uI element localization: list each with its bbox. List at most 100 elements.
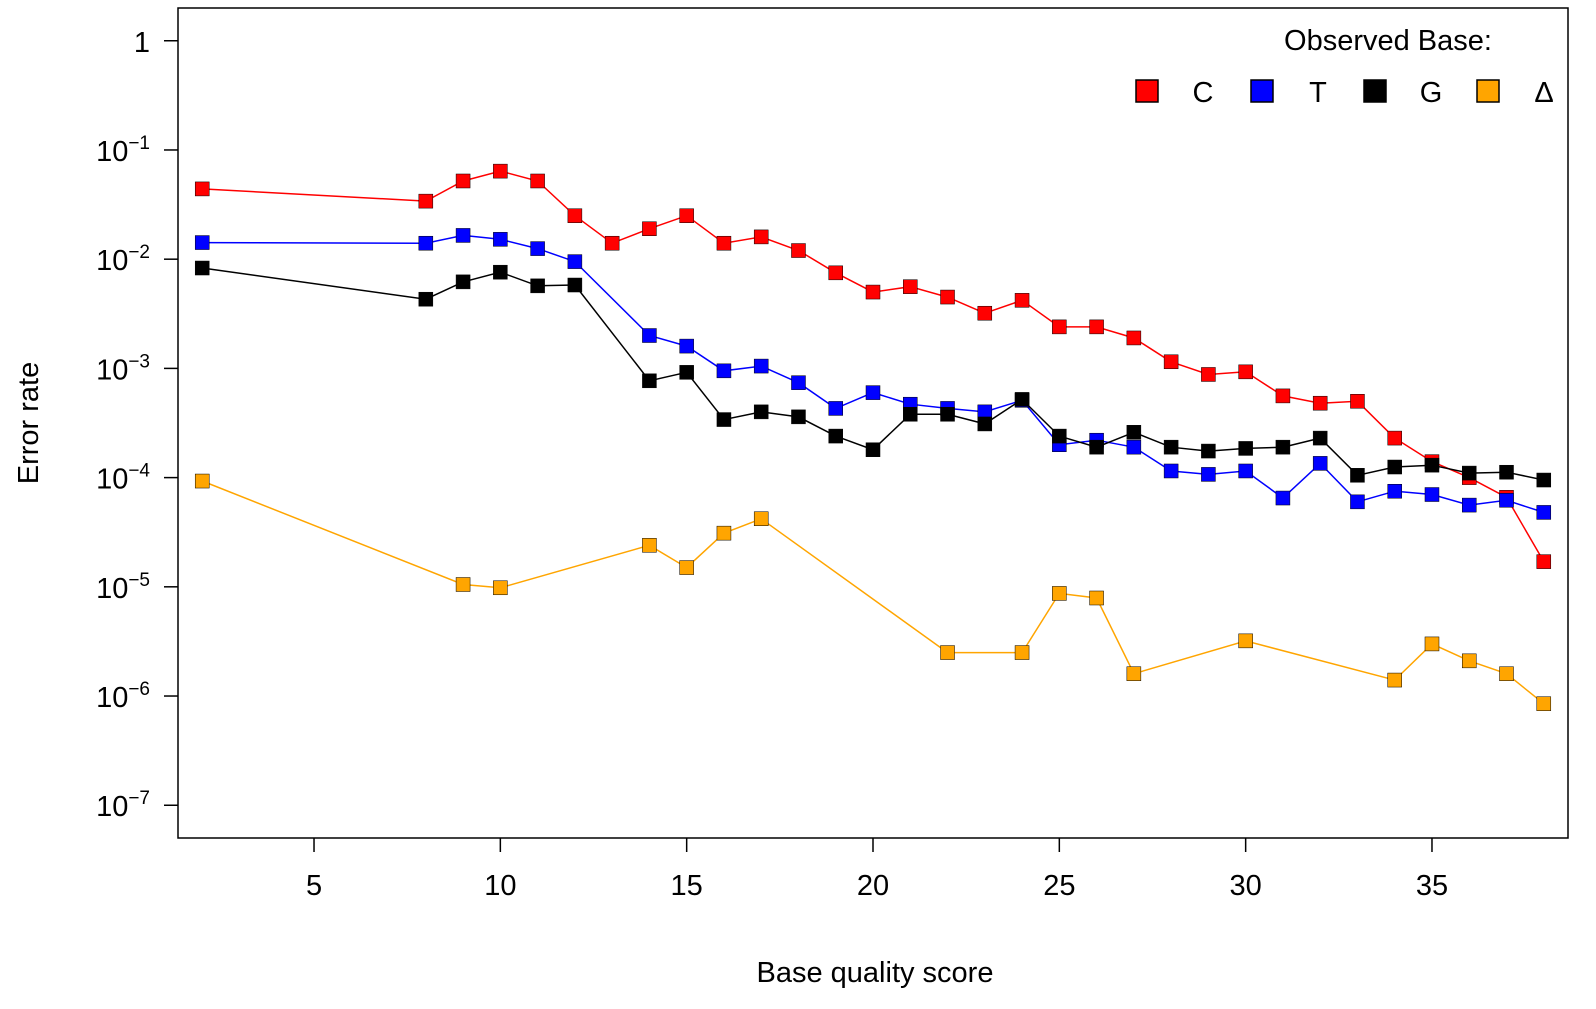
legend-title: Observed Base:: [1284, 25, 1492, 57]
data-point: [493, 163, 508, 179]
data-point: [1424, 487, 1440, 502]
data-point: [194, 181, 210, 197]
data-point: [1499, 666, 1514, 681]
data-point: [865, 385, 881, 400]
data-point: [1052, 319, 1067, 335]
legend-swatch: [1135, 79, 1159, 103]
data-point: [1014, 293, 1030, 308]
data-point: [865, 284, 881, 300]
data-point: [455, 577, 471, 592]
data-point: [1163, 439, 1179, 455]
data-point: [1387, 430, 1402, 446]
data-point: [1052, 428, 1067, 444]
data-point: [1014, 392, 1030, 407]
data-point: [642, 221, 657, 236]
data-point: [493, 232, 508, 247]
data-point: [1126, 330, 1142, 346]
data-point: [753, 229, 769, 245]
data-point: [1126, 425, 1142, 440]
legend-item-G: G: [1363, 77, 1443, 109]
x-tick-label: 30: [1230, 870, 1262, 902]
data-point: [1350, 394, 1365, 409]
data-point: [977, 305, 993, 321]
data-point: [753, 404, 769, 420]
data-point: [1387, 483, 1402, 499]
series-line: [202, 170, 1545, 562]
data-point: [940, 407, 955, 422]
data-point: [1461, 653, 1477, 669]
data-point: [1238, 463, 1253, 479]
data-point: [1424, 636, 1440, 652]
data-point: [1238, 441, 1253, 456]
data-point: [1536, 505, 1552, 520]
data-point: [977, 416, 993, 432]
data-point: [1014, 645, 1030, 660]
legend-swatch: [1250, 79, 1274, 103]
data-point: [455, 274, 471, 290]
data-point: [194, 473, 210, 489]
data-point: [1387, 459, 1402, 475]
data-point: [1536, 554, 1552, 569]
data-point: [642, 328, 657, 343]
legend-item-C: C: [1135, 77, 1214, 109]
data-point: [903, 407, 918, 422]
data-point: [753, 358, 769, 374]
data-point: [679, 338, 694, 354]
data-point: [418, 193, 434, 209]
legend-item-T: T: [1250, 77, 1327, 109]
data-point: [1461, 497, 1477, 513]
data-point: [1312, 456, 1328, 471]
plot-frame: [177, 7, 1569, 839]
data-point: [530, 241, 545, 256]
x-axis-title: Base quality score: [757, 957, 994, 989]
data-point: [1461, 465, 1477, 481]
y-axis-title: Error rate: [13, 362, 45, 484]
data-point: [455, 228, 471, 243]
data-point: [1350, 468, 1365, 483]
data-point: [493, 580, 508, 596]
data-point: [828, 265, 843, 281]
legend-swatch: [1476, 79, 1500, 103]
data-point: [791, 243, 806, 258]
series-C: [194, 163, 1552, 569]
data-point: [1424, 457, 1440, 473]
data-point: [1238, 364, 1253, 380]
data-point: [604, 235, 620, 251]
data-point: [1238, 633, 1253, 649]
data-point: [418, 235, 434, 251]
y-tick-label: 10−4: [96, 461, 150, 496]
data-point: [679, 365, 694, 380]
series-layer: [194, 163, 1552, 711]
data-point: [1126, 666, 1142, 681]
data-point: [567, 254, 583, 269]
data-point: [642, 373, 657, 389]
data-point: [1089, 590, 1104, 606]
y-tick-label: 10−5: [96, 570, 150, 605]
data-point: [1052, 586, 1067, 601]
data-point: [1312, 395, 1328, 411]
legend-label: G: [1420, 77, 1443, 109]
data-point: [194, 235, 210, 250]
data-point: [567, 208, 583, 223]
data-point: [1536, 472, 1552, 488]
x-tick-label: 25: [1043, 870, 1075, 902]
data-point: [753, 511, 769, 527]
series-G: [194, 260, 1552, 488]
y-tick-label: 10−6: [96, 679, 150, 714]
series-Δ: [194, 473, 1552, 711]
series-line: [202, 234, 1545, 514]
y-tick-label: 10−1: [96, 133, 150, 168]
y-tick-label: 10−7: [96, 788, 150, 823]
legend-label: C: [1193, 77, 1214, 109]
y-tick-label: 10−2: [96, 242, 150, 277]
legend: Observed Base: C T G Δ: [1135, 25, 1554, 109]
data-point: [1350, 494, 1365, 510]
series-line: [201, 480, 1545, 705]
data-point: [1201, 467, 1216, 482]
y-tick-label: 10−3: [96, 351, 150, 386]
x-tick-label: 35: [1416, 870, 1448, 902]
x-tick-label: 5: [306, 870, 322, 902]
data-point: [1126, 439, 1142, 455]
data-point: [642, 538, 657, 553]
